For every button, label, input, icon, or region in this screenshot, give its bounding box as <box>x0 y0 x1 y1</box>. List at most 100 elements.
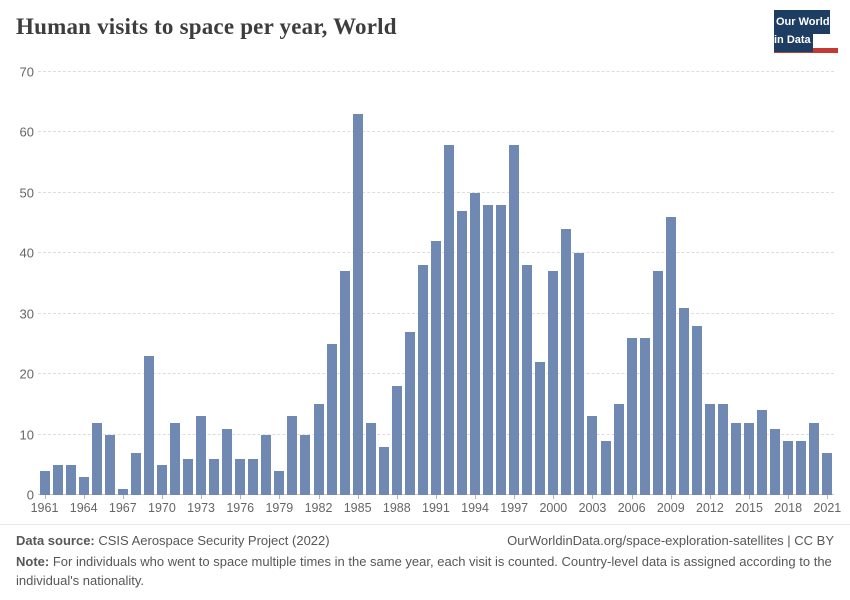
bar-2001[interactable] <box>561 229 572 495</box>
bar-1963[interactable] <box>65 464 76 495</box>
bar-slot-1984 <box>338 72 351 495</box>
bar-1962[interactable] <box>52 464 63 495</box>
bar-2005[interactable] <box>613 404 624 495</box>
bar-2017[interactable] <box>770 428 781 495</box>
footer-divider <box>0 524 850 525</box>
bar-2002[interactable] <box>574 253 585 495</box>
bar-1988[interactable] <box>391 386 402 495</box>
bar-1984[interactable] <box>339 271 350 495</box>
x-tick-label-2021: 2021 <box>813 501 842 515</box>
bar-2018[interactable] <box>783 440 794 495</box>
bar-1973[interactable] <box>196 416 207 495</box>
bar-1990[interactable] <box>417 265 428 495</box>
bar-1977[interactable] <box>248 458 259 495</box>
bar-1968[interactable] <box>130 452 141 495</box>
bar-1985[interactable] <box>352 114 363 495</box>
bar-1991[interactable] <box>430 241 441 495</box>
bar-slot-1971 <box>168 72 181 495</box>
plot-area <box>38 71 834 495</box>
x-slot-1991: 1991 <box>422 495 450 519</box>
bar-slot-1991 <box>429 72 442 495</box>
bar-1997[interactable] <box>509 144 520 495</box>
bar-1995[interactable] <box>483 204 494 495</box>
bar-1971[interactable] <box>169 422 180 495</box>
bar-2012[interactable] <box>704 404 715 495</box>
bar-1965[interactable] <box>91 422 102 495</box>
bar-slot-1999 <box>534 72 547 495</box>
bar-1983[interactable] <box>326 343 337 495</box>
bar-slot-1976 <box>234 72 247 495</box>
bar-slot-2021 <box>821 72 834 495</box>
bar-slot-1975 <box>221 72 234 495</box>
bar-1979[interactable] <box>274 470 285 495</box>
bar-slot-2015 <box>743 72 756 495</box>
bar-1986[interactable] <box>365 422 376 495</box>
bar-slot-1966 <box>103 72 116 495</box>
bar-1998[interactable] <box>522 265 533 495</box>
x-tick-mark-1988 <box>396 495 398 499</box>
bar-1987[interactable] <box>378 446 389 495</box>
bar-1967[interactable] <box>117 488 128 495</box>
x-tick-label-2003: 2003 <box>578 501 607 515</box>
bar-1961[interactable] <box>39 470 50 495</box>
bar-1970[interactable] <box>156 464 167 495</box>
bar-slot-1985 <box>351 72 364 495</box>
bar-2016[interactable] <box>757 410 768 495</box>
x-slot-1971 <box>168 495 181 519</box>
bar-1994[interactable] <box>470 192 481 495</box>
x-tick-mark-2012 <box>709 495 711 499</box>
bar-2003[interactable] <box>587 416 598 495</box>
bar-slot-1972 <box>182 72 195 495</box>
x-tick-label-1988: 1988 <box>382 501 411 515</box>
bar-1993[interactable] <box>457 211 468 495</box>
bar-2008[interactable] <box>652 271 663 495</box>
y-tick-label-0: 0 <box>26 487 34 503</box>
bar-1978[interactable] <box>261 434 272 495</box>
bar-2015[interactable] <box>744 422 755 495</box>
bar-slot-1979 <box>273 72 286 495</box>
bar-1989[interactable] <box>404 331 415 495</box>
bar-2020[interactable] <box>809 422 820 495</box>
bar-1966[interactable] <box>104 434 115 495</box>
x-slot-2003: 2003 <box>579 495 606 519</box>
footer-link[interactable]: OurWorldinData.org/space-exploration-sat… <box>507 533 834 548</box>
bar-1996[interactable] <box>496 204 507 495</box>
bar-2010[interactable] <box>678 307 689 495</box>
bar-2019[interactable] <box>796 440 807 495</box>
bar-1969[interactable] <box>143 356 154 495</box>
bar-1999[interactable] <box>535 362 546 495</box>
x-tick-mark-1967 <box>122 495 124 499</box>
x-slot-1973: 1973 <box>187 495 215 519</box>
x-slot-1977 <box>247 495 260 519</box>
bar-2006[interactable] <box>626 337 637 495</box>
bar-1980[interactable] <box>287 416 298 495</box>
bar-1982[interactable] <box>313 404 324 495</box>
bar-2004[interactable] <box>600 440 611 495</box>
x-slot-1989 <box>403 495 416 519</box>
bar-1981[interactable] <box>300 434 311 495</box>
bar-2021[interactable] <box>822 452 833 495</box>
bar-slot-2005 <box>612 72 625 495</box>
bar-1972[interactable] <box>183 458 194 495</box>
x-tick-label-1976: 1976 <box>226 501 255 515</box>
bar-slot-1986 <box>364 72 377 495</box>
bar-1964[interactable] <box>78 476 89 495</box>
bar-1974[interactable] <box>209 458 220 495</box>
bar-2011[interactable] <box>691 325 702 495</box>
y-tick-label-20: 20 <box>19 366 34 382</box>
bar-slot-2003 <box>586 72 599 495</box>
x-slot-2001 <box>560 495 573 519</box>
x-slot-2006: 2006 <box>618 495 646 519</box>
bar-2000[interactable] <box>548 271 559 495</box>
owid-logo[interactable]: Our World in Data <box>774 10 838 53</box>
bar-2007[interactable] <box>639 337 650 495</box>
bar-1992[interactable] <box>443 144 454 495</box>
bar-1976[interactable] <box>235 458 246 495</box>
bar-slot-1970 <box>155 72 168 495</box>
bar-2009[interactable] <box>665 217 676 495</box>
bar-2013[interactable] <box>717 404 728 495</box>
bar-1975[interactable] <box>222 428 233 495</box>
bar-2014[interactable] <box>731 422 741 495</box>
x-slot-2007 <box>638 495 651 519</box>
x-slot-1995 <box>482 495 495 519</box>
